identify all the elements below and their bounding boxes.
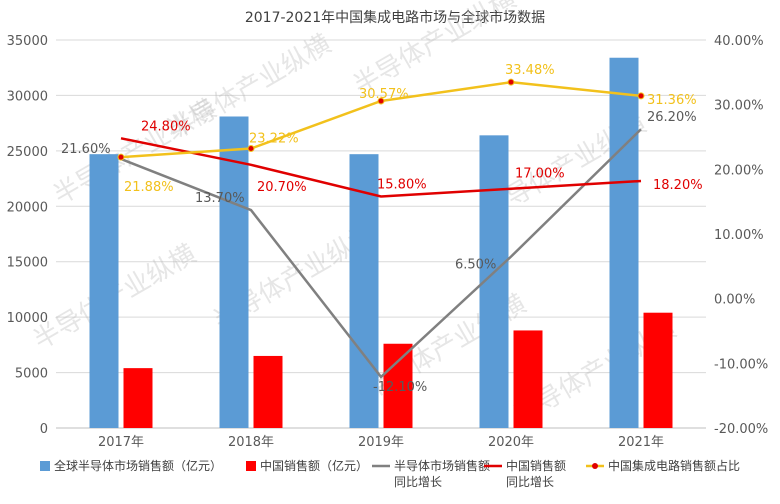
x-tick-label: 2021年 <box>618 435 664 450</box>
chart-title: 2017-2021年中国集成电路市场与全球市场数据 <box>245 9 545 26</box>
left-tick-label: 5000 <box>15 367 48 382</box>
line-point <box>507 78 515 86</box>
left-tick-label: 25000 <box>7 145 48 160</box>
legend-label: 半导体市场销售额同比增长 <box>394 458 490 489</box>
legend-label-line: 中国销售额 <box>506 458 566 473</box>
bar <box>89 154 119 428</box>
line-point <box>377 97 385 105</box>
bar <box>123 368 153 428</box>
line-point <box>637 92 645 100</box>
left-tick-label: 10000 <box>7 311 48 326</box>
legend-swatch <box>40 461 50 471</box>
right-tick-label: 10.00% <box>714 228 764 243</box>
line-series <box>117 78 645 379</box>
line-point <box>247 145 255 153</box>
left-tick-label: 20000 <box>7 200 48 215</box>
bar <box>643 312 673 428</box>
right-tick-label: -20.00% <box>714 422 768 437</box>
legend-label-line: 中国销售额（亿元） <box>260 458 368 473</box>
legend-label-line: 中国集成电路销售额占比 <box>608 458 740 473</box>
bar <box>253 355 283 428</box>
series-line <box>120 137 642 198</box>
legend-label-line: 同比增长 <box>394 475 442 489</box>
legend-label: 中国集成电路销售额占比 <box>608 458 740 473</box>
legend-swatch <box>246 461 256 471</box>
bar <box>383 343 413 428</box>
x-tick-label: 2018年 <box>228 435 274 450</box>
bar <box>349 154 379 428</box>
series-line <box>120 128 642 379</box>
legend-marker <box>592 463 598 469</box>
left-tick-label: 15000 <box>7 256 48 271</box>
data-label: 24.80% <box>141 119 191 134</box>
data-label: 13.70% <box>195 191 245 206</box>
data-label: 33.48% <box>505 63 555 78</box>
data-label: 18.20% <box>653 178 703 193</box>
bar <box>219 116 249 429</box>
data-label: 26.20% <box>647 110 697 125</box>
left-tick-label: 35000 <box>7 34 48 49</box>
data-label: -12.10% <box>373 380 427 395</box>
bar <box>609 57 639 428</box>
right-tick-label: 40.00% <box>714 34 764 49</box>
right-axis: -20.00% -10.00% 0.00% 10.00% 20.00% 30.00% 40.… <box>714 34 768 437</box>
bar <box>513 330 543 428</box>
left-tick-label: 30000 <box>7 89 48 104</box>
legend-label: 全球半导体市场销售额（亿元） <box>54 458 222 473</box>
x-axis: 2017年 2018年 2019年 2020年 2021年 <box>56 427 706 450</box>
legend-label: 中国销售额（亿元） <box>260 458 368 473</box>
left-tick-label: 0 <box>40 422 48 437</box>
legend-label-line: 全球半导体市场销售额（亿元） <box>54 458 222 473</box>
legend-label-line: 同比增长 <box>506 475 554 489</box>
data-label: 21.88% <box>124 180 174 195</box>
legend: 全球半导体市场销售额（亿元） 中国销售额（亿元） 半导体市场销售额同比增长中国销售额… <box>40 458 740 489</box>
legend-label: 中国销售额同比增长 <box>506 458 566 489</box>
x-tick-label: 2017年 <box>98 435 144 450</box>
right-tick-label: -10.00% <box>714 357 768 372</box>
x-tick-label: 2019年 <box>358 435 404 450</box>
right-tick-label: 30.00% <box>714 99 764 114</box>
data-labels: 21.60% 13.70% -12.10% 6.50% 26.20% 24.80% 20.7… <box>61 63 703 395</box>
data-label: 20.70% <box>257 180 307 195</box>
bar-series <box>89 57 673 429</box>
data-label: 30.57% <box>359 87 409 102</box>
right-tick-label: 0.00% <box>714 293 755 308</box>
data-label: 17.00% <box>515 167 565 182</box>
data-label: 21.60% <box>61 142 111 157</box>
data-label: 31.36% <box>647 93 697 108</box>
data-label: 6.50% <box>455 258 496 273</box>
legend-label-line: 半导体市场销售额 <box>394 458 490 473</box>
right-tick-label: 20.00% <box>714 163 764 178</box>
data-label: 15.80% <box>377 177 427 192</box>
x-tick-label: 2020年 <box>488 435 534 450</box>
data-label: 23.22% <box>249 132 299 147</box>
left-axis: 0 5000 10000 15000 20000 25000 30000 35000 <box>7 34 48 437</box>
line-point <box>117 153 125 161</box>
